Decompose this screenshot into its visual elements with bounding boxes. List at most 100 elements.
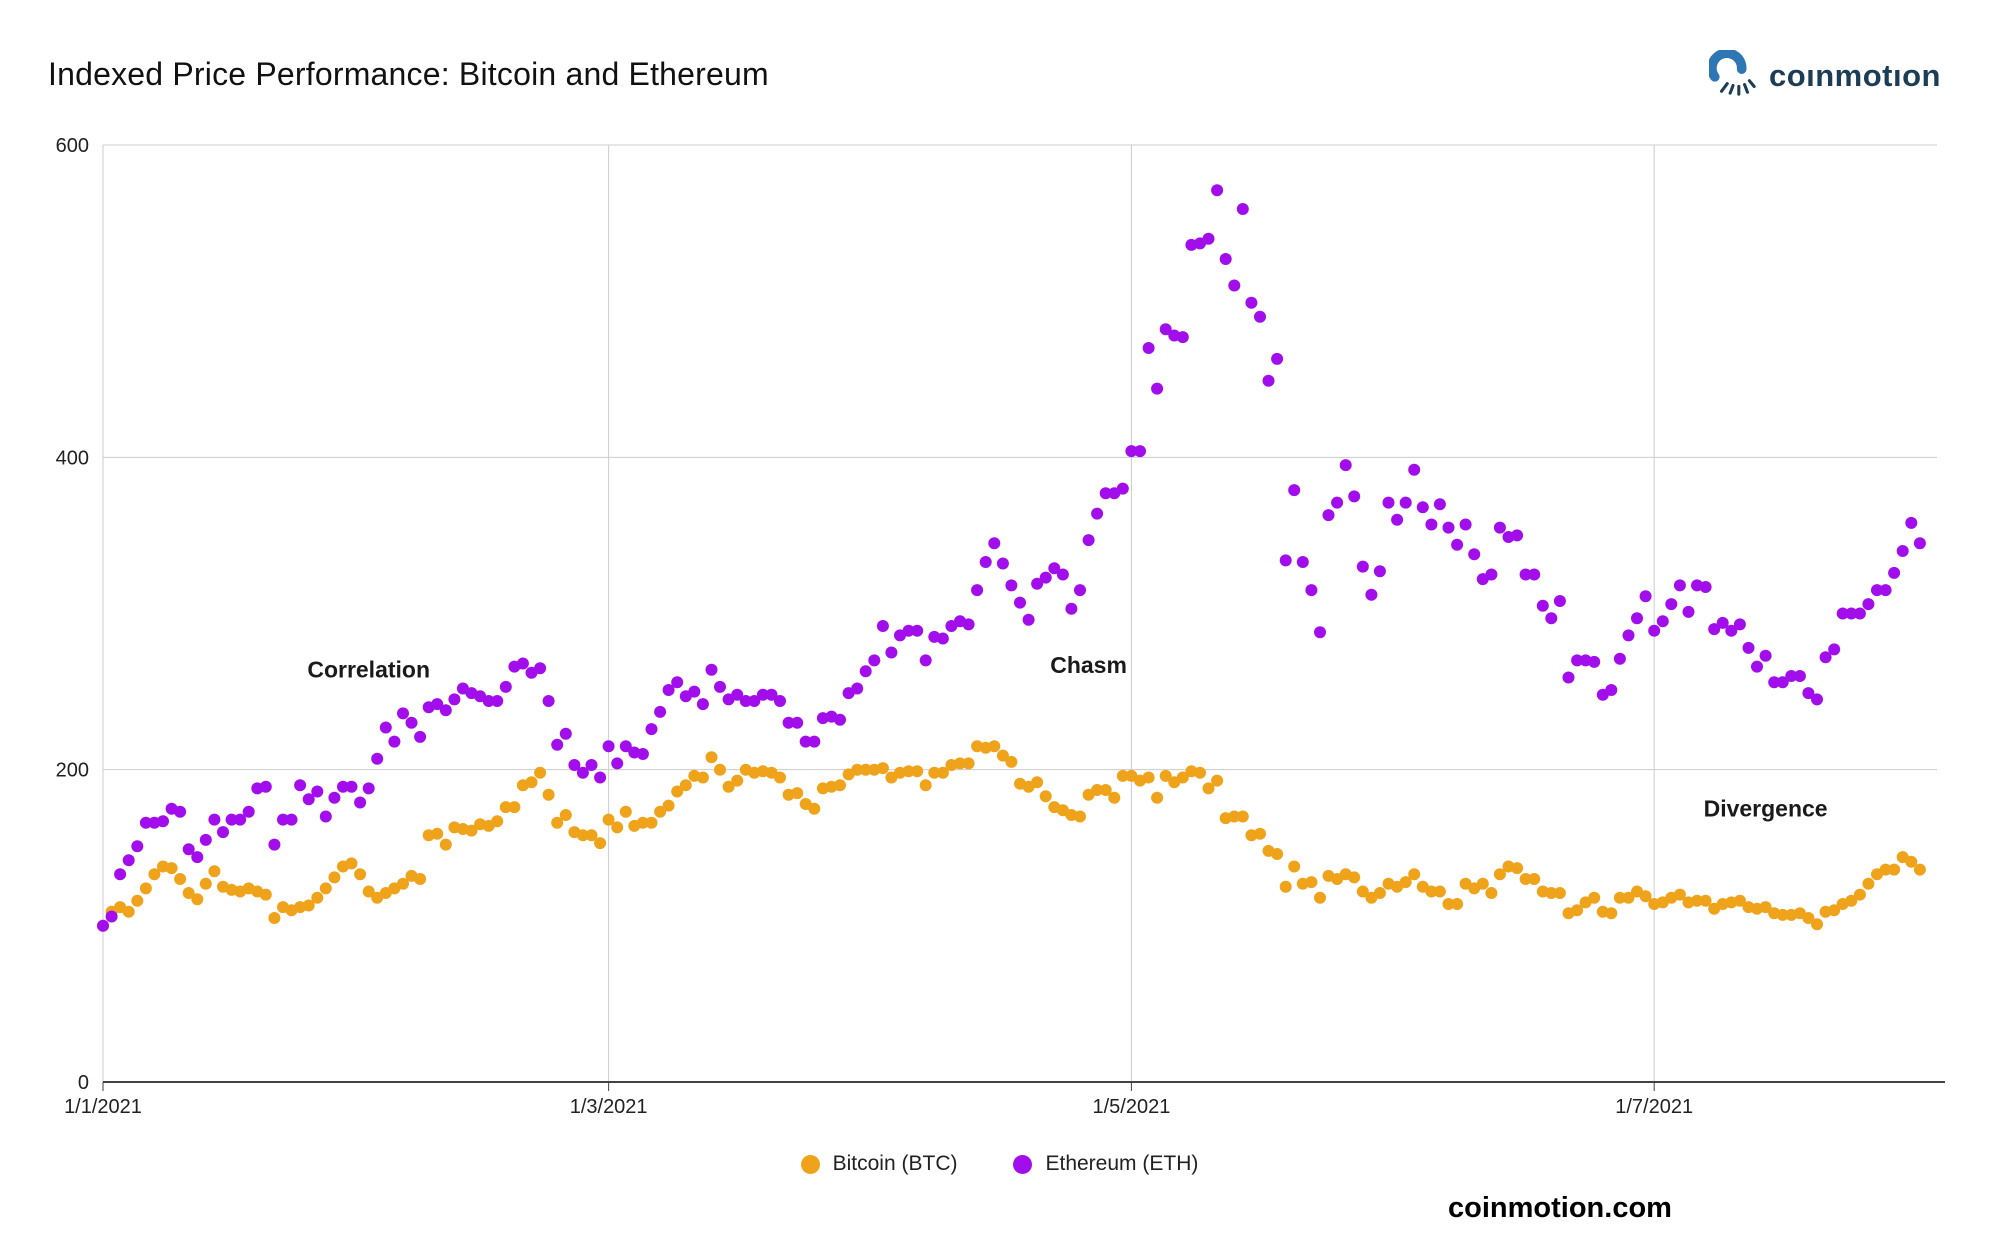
data-point: [1322, 509, 1335, 522]
legend-item-bitcoin[interactable]: Bitcoin (BTC): [800, 1152, 957, 1176]
data-point: [679, 779, 692, 792]
data-point: [1442, 898, 1455, 910]
data-point: [1673, 888, 1686, 901]
data-point: [268, 838, 281, 851]
data-point: [1733, 618, 1746, 631]
data-point: [337, 780, 349, 793]
data-point: [491, 815, 504, 828]
data-point: [1399, 496, 1412, 509]
data-point: [611, 757, 624, 770]
data-point: [1254, 827, 1266, 840]
data-point: [1314, 891, 1326, 904]
data-point: [1888, 566, 1901, 579]
data-point: [911, 765, 924, 778]
data-point: [1134, 445, 1146, 458]
data-point: [148, 868, 161, 881]
data-point: [397, 707, 409, 720]
data-point: [1373, 887, 1386, 899]
data-point: [1005, 755, 1018, 768]
data-point: [525, 776, 538, 789]
data-point: [1776, 676, 1789, 689]
data-point: [954, 757, 966, 770]
data-point: [1708, 623, 1721, 636]
data-point: [1759, 649, 1772, 662]
data-point: [1862, 877, 1875, 890]
data-point: [1536, 599, 1549, 612]
data-point: [1151, 791, 1164, 804]
data-point: [319, 810, 332, 823]
data-point: [1828, 643, 1841, 656]
data-point: [182, 887, 195, 899]
data-point: [662, 684, 675, 696]
data-point: [1014, 596, 1026, 609]
data-point: [277, 813, 289, 826]
data-point: [1116, 769, 1129, 782]
data-point: [139, 882, 152, 895]
data-point: [1091, 507, 1104, 520]
data-point: [225, 813, 238, 826]
data-point: [199, 877, 212, 890]
data-point: [1793, 670, 1806, 682]
data-point: [885, 646, 898, 659]
data-point: [585, 759, 598, 771]
data-point: [1545, 612, 1558, 625]
data-point: [1819, 651, 1832, 664]
data-point: [594, 837, 607, 850]
data-point: [242, 805, 255, 818]
legend-item-ethereum[interactable]: Ethereum (ETH): [1013, 1152, 1198, 1176]
data-point: [1305, 584, 1318, 597]
data-point: [482, 695, 495, 707]
data-point: [294, 779, 307, 792]
data-point: [1176, 331, 1189, 344]
legend-label: Ethereum (ETH): [1045, 1152, 1199, 1175]
data-point: [1399, 876, 1412, 889]
data-point: [328, 791, 341, 804]
data-point: [988, 740, 1001, 753]
data-point: [1451, 538, 1464, 551]
annotation-divergence: Divergence: [1704, 796, 1828, 822]
data-point: [671, 676, 684, 689]
data-point: [559, 727, 572, 740]
data-point: [714, 680, 726, 693]
data-point: [499, 801, 512, 814]
data-point: [1605, 684, 1618, 696]
x-axis-ticks: [102, 1082, 1655, 1091]
data-point: [371, 752, 384, 765]
y-tick-label: 200: [56, 760, 89, 782]
data-point: [902, 624, 915, 637]
data-point: [328, 871, 341, 884]
data-point: [1553, 595, 1566, 607]
data-point: [1331, 496, 1344, 509]
data-point: [354, 868, 367, 881]
data-point: [808, 735, 821, 748]
data-point: [1896, 545, 1909, 557]
data-point: [851, 682, 864, 695]
data-point: [1836, 607, 1849, 620]
data-point: [1056, 568, 1069, 581]
data-point: [1845, 607, 1858, 620]
data-point: [1211, 774, 1224, 787]
y-tick-label: 400: [56, 447, 89, 469]
data-point: [362, 885, 375, 898]
data-point: [1082, 534, 1095, 547]
data-point: [774, 771, 786, 784]
data-point: [654, 805, 667, 818]
data-point: [1811, 693, 1823, 706]
data-point: [439, 704, 452, 717]
data-point: [1356, 560, 1369, 573]
data-point: [1074, 810, 1086, 823]
data-point: [551, 816, 564, 829]
data-point: [1905, 516, 1918, 529]
data-point: [1288, 860, 1301, 873]
data-point: [1562, 671, 1575, 684]
data-point: [1433, 885, 1446, 898]
data-point: [1759, 901, 1772, 914]
data-point: [1725, 624, 1738, 637]
data-point: [1091, 784, 1104, 796]
data-point: [191, 851, 204, 864]
data-point: [1116, 482, 1129, 495]
data-point: [782, 716, 795, 729]
data-point: [988, 537, 1001, 550]
data-point: [696, 698, 709, 711]
